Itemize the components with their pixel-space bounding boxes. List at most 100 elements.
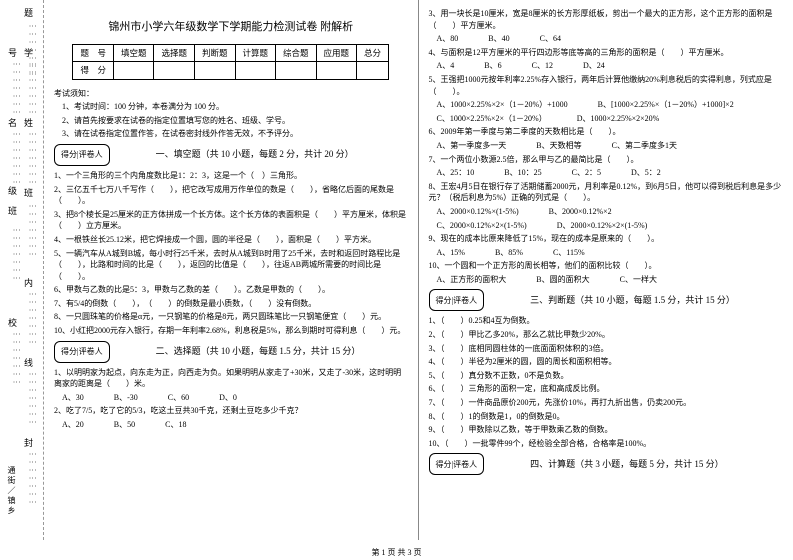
notice-heading: 考试须知：	[54, 88, 408, 100]
choice-opts: A、4 B、6 C、12 D、24	[429, 60, 784, 72]
opt: C、1000×2.25%×2×（1－20%）	[429, 113, 547, 125]
cell	[357, 62, 389, 79]
bind-dots: ⋮⋮⋮⋮⋮⋮⋮	[12, 226, 21, 282]
choice-q: 4、与面积是12平方厘米的平行四边形等底等高的三角形的面积是（ ）平方厘米。	[429, 47, 784, 59]
content-area: 锦州市小学六年级数学下学期能力检测试卷 附解析 题 号 填空题 选择题 判断题 …	[44, 0, 793, 540]
cell	[316, 62, 357, 79]
cell	[235, 62, 276, 79]
judge-q: 3、（ ）底相同圆柱体的一底面面积体积的3倍。	[429, 343, 784, 355]
opt: A、1000×2.25%×2×（1－20%）+1000	[429, 99, 568, 111]
bind-label: 校	[8, 316, 17, 329]
bind-label: 学	[24, 46, 33, 59]
bind-label: 级	[6, 186, 19, 201]
section-1-title: 一、填空题（共 10 小题，每题 2 分，共计 20 分）	[116, 148, 408, 161]
cell	[194, 62, 235, 79]
choice-q: 3、用一块长是10厘米，宽是8厘米的长方形厚纸板，剪出一个最大的正方形，这个正方…	[429, 8, 784, 31]
choice-opts: A、15% B、85% C、115%	[429, 247, 784, 259]
choice-q: 6、2009年第一季度与第二季度的天数相比是（ ）。	[429, 126, 784, 138]
bind-dots: ⋮⋮⋮⋮⋮⋮⋮	[28, 290, 37, 346]
section-4-head: 得分|评卷人 四、计算题（共 3 小题，每题 5 分，共计 15 分）	[429, 453, 784, 475]
bind-dots: ⋮⋮⋮⋮⋮⋮⋮	[28, 450, 37, 506]
opt: D、2000×0.12%×2×(1-5%)	[549, 220, 648, 232]
fill-q: 3、把8个棱长是25厘米的正方体拼成一个长方体。这个长方体的表面积是（ ）平方厘…	[54, 209, 408, 232]
bind-label: 班	[24, 186, 33, 199]
bind-dots: ⋮⋮⋮⋮⋮⋮⋮	[28, 130, 37, 186]
cell: 应用题	[316, 44, 357, 61]
table-row: 得 分	[73, 62, 389, 79]
opt: A、80	[429, 33, 459, 45]
bind-label: 通街／镇乡	[6, 466, 17, 516]
cell: 填空题	[113, 44, 154, 61]
opt: C、60	[160, 392, 189, 404]
fill-q: 8、一只圆珠笔的价格是α元，一只钢笔的价格是8元，两只圆珠笔比一只钢笔便宜（ ）…	[54, 311, 408, 323]
choice-opts: A、1000×2.25%×2×（1－20%）+1000 B、[1000×2.25…	[429, 99, 784, 111]
judge-q: 1、（ ）0.25和4互为倒数。	[429, 315, 784, 327]
bind-label: 内	[24, 276, 33, 289]
opt: B、2000×0.12%×2	[541, 206, 612, 218]
page-title: 锦州市小学六年级数学下学期能力检测试卷 附解析	[54, 20, 408, 36]
judge-q: 8、（ ）1的倒数是1，0的倒数是0。	[429, 411, 784, 423]
scorebox: 得分|评卷人	[54, 144, 110, 166]
opt: C、115%	[545, 247, 585, 259]
opt: B、6	[476, 60, 501, 72]
choice-q: 5、王强把1000元按年利率2.25%存入银行，两年后计算他缴纳20%利息税后的…	[429, 74, 784, 97]
judge-q: 5、（ ）真分数不正数，0不是负数。	[429, 370, 784, 382]
opt: B、圆的面积大	[528, 274, 589, 286]
section-3-head: 得分|评卷人 三、判断题（共 10 小题，每题 1.5 分，共计 15 分）	[429, 289, 784, 311]
opt: A、20	[54, 419, 84, 431]
opt: D、0	[211, 392, 237, 404]
bind-label: 线	[24, 356, 33, 369]
table-row: 题 号 填空题 选择题 判断题 计算题 综合题 应用题 总分	[73, 44, 389, 61]
cell	[113, 62, 154, 79]
choice-opts: C、2000×0.12%×2×(1-5%) D、2000×0.12%×2×(1-…	[429, 220, 784, 232]
bind-dots: ⋮⋮⋮⋮⋮⋮⋮	[28, 202, 37, 258]
fill-q: 5、一辆汽车从A城到B城，每小时行25千米，去时从A城到B时用了25千米，去时和…	[54, 248, 408, 283]
section-3-title: 三、判断题（共 10 小题，每题 1.5 分，共计 15 分）	[490, 294, 783, 307]
cell	[154, 62, 195, 79]
opt: C、12	[524, 60, 553, 72]
choice-q: 1、以明明家为起点，向东走为正，向西走为负。如果明明从家走了+30米，又走了-3…	[54, 367, 408, 390]
fill-q: 4、一根铁丝长25.12米，把它焊接成一个圆，圆的半径是（ ），面积是（ ）平方…	[54, 234, 408, 246]
notice-item: 3、请在试卷指定位置作答，在试卷密封线外作答无效，不予评分。	[54, 128, 408, 140]
bind-dots: ⋮⋮⋮⋮⋮⋮⋮	[28, 370, 37, 426]
cell: 综合题	[276, 44, 317, 61]
judge-q: 10、（ ）一批零件99个，经检验全部合格，合格率是100%。	[429, 438, 784, 450]
notice-item: 1、考试时间：100 分钟，本卷满分为 100 分。	[54, 101, 408, 113]
section-2-title: 二、选择题（共 10 小题，每题 1.5 分，共计 15 分）	[116, 345, 408, 358]
binding-margin: 题 ⋮⋮⋮⋮⋮⋮⋮ 号 学 ⋮⋮⋮⋮⋮⋮⋮ ⋮⋮⋮⋮⋮⋮⋮ 名 姓 ⋮⋮⋮⋮⋮⋮…	[0, 0, 44, 540]
bind-label: 班	[6, 206, 19, 221]
opt: D、1000×2.25%×2×20%	[569, 113, 660, 125]
opt: C、2000×0.12%×2×(1-5%)	[429, 220, 527, 232]
scorebox: 得分|评卷人	[429, 289, 485, 311]
bind-label: 号	[8, 46, 17, 59]
choice-opts: A、80 B、40 C、64	[429, 33, 784, 45]
section-4-title: 四、计算题（共 3 小题，每题 5 分，共计 15 分）	[490, 458, 783, 471]
opt: D、24	[575, 60, 605, 72]
choice-opts: A、30 B、-30 C、60 D、0	[54, 392, 408, 404]
choice-q: 7、一个两位小数源2.5倍，那么甲与乙的最简比是（ ）。	[429, 154, 784, 166]
scorebox: 得分|评卷人	[54, 341, 110, 363]
fill-q: 10、小红把2000元存入银行，存期一年利率2.68%，利息税是5%，那么到期时…	[54, 325, 408, 337]
opt: B、50	[106, 419, 135, 431]
opt: C、18	[157, 419, 186, 431]
choice-q: 10、一个圆和一个正方形的周长相等，他们的面积比较（ ）。	[429, 260, 784, 272]
section-2-head: 得分|评卷人 二、选择题（共 10 小题，每题 1.5 分，共计 15 分）	[54, 341, 408, 363]
scorebox: 得分|评卷人	[429, 453, 485, 475]
opt: B、85%	[487, 247, 523, 259]
opt: C、第二季度多1天	[604, 140, 677, 152]
score-table: 题 号 填空题 选择题 判断题 计算题 综合题 应用题 总分 得 分	[72, 44, 389, 80]
judge-q: 4、（ ）半径为2厘米的圆，圆的周长和面积相等。	[429, 356, 784, 368]
bind-dots: ⋮⋮⋮⋮⋮⋮⋮	[12, 330, 21, 386]
opt: B、40	[480, 33, 509, 45]
fill-q: 7、有5/4的倒数（ ）， （ ）的倒数是最小质数，（ ）没有倒数。	[54, 298, 408, 310]
opt: A、30	[54, 392, 84, 404]
bind-dots: ⋮⋮⋮⋮⋮⋮⋮	[28, 60, 37, 116]
opt: A、正方形的面积大	[429, 274, 507, 286]
opt: C、一样大	[612, 274, 657, 286]
opt: A、4	[429, 60, 455, 72]
bind-label: 名	[8, 116, 17, 129]
opt: A、25：10	[429, 167, 475, 179]
page-footer: 第 1 页 共 3 页	[0, 547, 793, 558]
notice-item: 2、请首先按要求在试卷的指定位置填写您的姓名、班级、学号。	[54, 115, 408, 127]
cell: 判断题	[194, 44, 235, 61]
